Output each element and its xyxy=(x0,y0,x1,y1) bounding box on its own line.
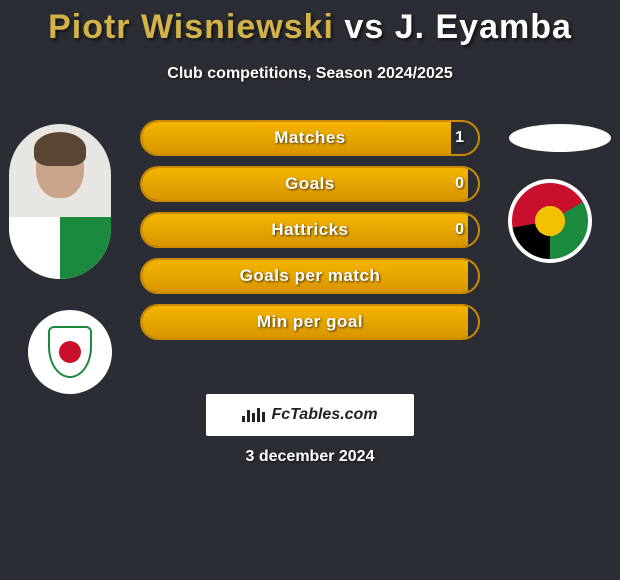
player2-photo-placeholder xyxy=(509,124,611,152)
fctables-logo-text: FcTables.com xyxy=(271,406,377,424)
stats-bars: Matches1Goals0Hattricks0Goals per matchM… xyxy=(140,120,480,350)
stat-bar-label: Matches xyxy=(142,122,478,154)
snapshot-date: 3 december 2024 xyxy=(0,448,620,466)
stat-bar: Min per goal xyxy=(140,304,480,340)
vs-word: vs xyxy=(344,8,384,46)
stat-bar: Goals0 xyxy=(140,166,480,202)
stat-bar: Matches1 xyxy=(140,120,480,156)
player2-club-crest xyxy=(508,179,592,263)
bar-chart-icon xyxy=(242,408,265,422)
player2-name: J. Eyamba xyxy=(395,8,572,46)
comparison-title: Piotr Wisniewski vs J. Eyamba xyxy=(0,0,620,47)
stat-bar: Hattricks0 xyxy=(140,212,480,248)
player1-club-crest-shield xyxy=(48,326,92,378)
stat-bar-label: Goals xyxy=(142,168,478,200)
stat-bar-label: Hattricks xyxy=(142,214,478,246)
player1-club-crest xyxy=(28,310,112,394)
fctables-logo: FcTables.com xyxy=(206,394,414,436)
player1-photo xyxy=(9,124,111,279)
stat-bar-right-value: 0 xyxy=(455,168,464,200)
comparison-subtitle: Club competitions, Season 2024/2025 xyxy=(0,65,620,83)
stat-bar-label: Goals per match xyxy=(142,260,478,292)
stat-bar-label: Min per goal xyxy=(142,306,478,338)
player1-name: Piotr Wisniewski xyxy=(48,8,334,46)
player1-hair xyxy=(34,132,86,166)
stat-bar-right-value: 0 xyxy=(455,214,464,246)
stat-bar: Goals per match xyxy=(140,258,480,294)
stat-bar-right-value: 1 xyxy=(455,122,464,154)
player1-jersey-stripe xyxy=(60,217,111,279)
